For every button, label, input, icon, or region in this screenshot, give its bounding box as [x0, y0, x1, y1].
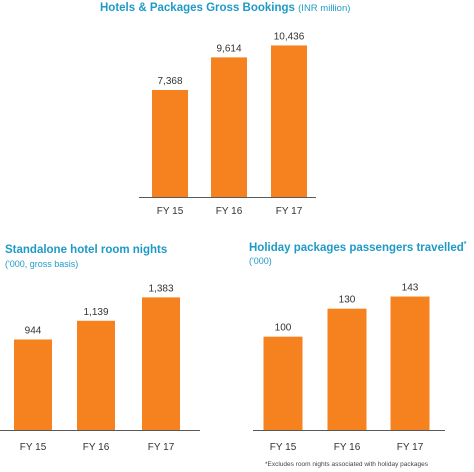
bar-chart-hotels-packages: 7,368 FY 15 9,614 FY 16 10,436 FY 17 — [139, 31, 316, 217]
bar — [142, 297, 180, 430]
chart-standalone-hotel: Standalone hotel room nights ('000, gros… — [0, 244, 200, 453]
chart-subtitle: ('000) — [249, 256, 272, 266]
x-tick-label: FY 16 — [334, 442, 361, 453]
data-label: 10,436 — [274, 31, 305, 42]
data-label: 130 — [339, 295, 356, 306]
x-tick-label: FY 15 — [270, 442, 297, 453]
x-tick-label: FY 16 — [216, 206, 243, 217]
bar — [152, 90, 188, 197]
chart-subtitle: ('000, gross basis) — [5, 259, 79, 269]
data-label: 1,139 — [83, 307, 108, 318]
chart-unit: (INR million) — [298, 3, 351, 14]
data-label: 100 — [275, 323, 292, 334]
bar — [263, 336, 303, 430]
chart-title: Hotels & Packages Gross Bookings (INR mi… — [100, 2, 351, 14]
chart-title: Standalone hotel room nights — [5, 244, 168, 256]
data-label: 7,368 — [157, 76, 182, 87]
x-tick-label: FY 16 — [83, 442, 110, 453]
x-tick-label: FY 17 — [397, 442, 424, 453]
bar — [271, 45, 307, 198]
data-label: 1,383 — [148, 283, 173, 294]
data-label: 9,614 — [216, 43, 241, 54]
x-tick-label: FY 15 — [157, 206, 184, 217]
bar — [14, 339, 52, 430]
chart-title: Holiday packages passengers travelled* — [249, 241, 467, 254]
bar — [390, 296, 430, 430]
bar — [327, 308, 367, 430]
footnote: *Excludes room nights associated with ho… — [265, 461, 428, 468]
x-tick-label: FY 17 — [148, 442, 175, 453]
x-tick-label: FY 15 — [20, 442, 47, 453]
bar — [211, 57, 247, 197]
bar — [77, 320, 115, 430]
x-tick-label: FY 17 — [276, 206, 303, 217]
title-footnote-mark: * — [463, 241, 467, 248]
chart-hotels-packages: Hotels & Packages Gross Bookings (INR mi… — [0, 0, 474, 235]
data-label: 143 — [402, 283, 419, 294]
data-label: 944 — [25, 325, 42, 336]
